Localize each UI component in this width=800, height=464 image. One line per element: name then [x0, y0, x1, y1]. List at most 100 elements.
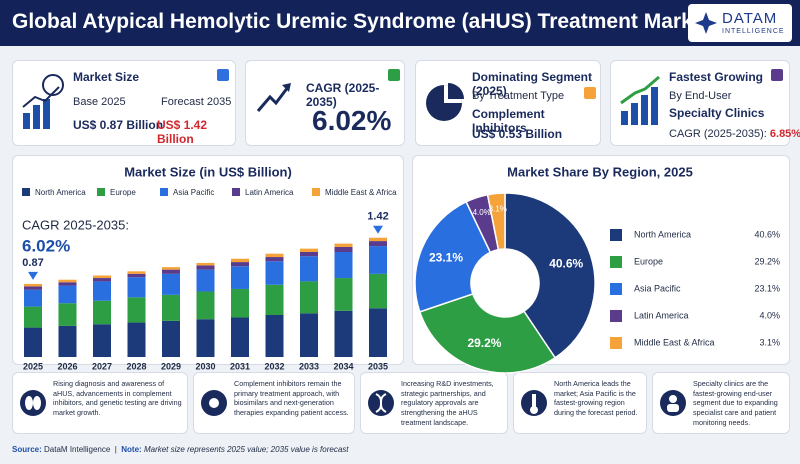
insight: North America leads the market; Asia Pac… [513, 372, 647, 434]
bar-segment [93, 324, 111, 357]
insight: Increasing R&D investments, strategic pa… [360, 372, 508, 434]
bar-segment [265, 261, 284, 285]
card-value: 6.85% [769, 128, 800, 140]
bar-segment [265, 284, 284, 315]
bar-segment [24, 286, 42, 290]
header-bar: Global Atypical Hemolytic Uremic Syndrom… [0, 0, 800, 46]
logo: DATAM INTELLIGENCE [688, 4, 792, 42]
bar-segment [334, 246, 353, 252]
legend-swatch [22, 188, 30, 196]
card-segment: Specialty Clinics [669, 106, 765, 120]
chart-title: Market Share By Region, 2025 [507, 164, 693, 179]
bar-segment [162, 267, 180, 270]
legend-swatch [160, 188, 168, 196]
bar-segment [24, 327, 42, 357]
footer-label: Note: [121, 445, 142, 454]
icon [620, 75, 660, 125]
page-title: Global Atypical Hemolytic Uremic Syndrom… [12, 10, 712, 33]
card-segment: Complement Inhibitors [472, 107, 545, 135]
insight-text: North America leads the market; Asia Pac… [554, 379, 638, 418]
card: CAGR (2025-2035) 6.02% [245, 60, 405, 146]
bar-segment [265, 257, 284, 262]
bar-segment [58, 279, 77, 283]
insight: Complement inhibitors remain the primary… [193, 372, 355, 434]
legend-label: North America [35, 188, 86, 197]
bar-segment [265, 253, 284, 258]
card-title: Fastest Growing [669, 70, 764, 84]
footer: Source: DataM Intelligence | Note: Marke… [12, 445, 349, 454]
legend-swatch [232, 188, 240, 196]
slice-label: 23.1% [429, 250, 463, 264]
bar-segment [127, 273, 146, 278]
bar-segment [300, 313, 318, 357]
bar-segment [369, 237, 387, 242]
legend-value: 3.1% [759, 337, 780, 347]
bar-segment [58, 285, 77, 304]
donut-slice [504, 192, 596, 359]
x-tick-label: 2029 [161, 361, 181, 371]
slice-label: 4.0% [473, 208, 491, 217]
bar-segment [369, 241, 387, 247]
bar-segment [265, 315, 284, 357]
card-subtitle: By End-User [669, 90, 732, 102]
card-title: Market Size [73, 70, 140, 84]
icon [256, 83, 291, 112]
legend-swatch [610, 337, 622, 349]
card-value: US$ 1.42 Billion [157, 118, 208, 146]
bar-segment [300, 252, 318, 257]
card-label: Base 2025 [73, 96, 126, 108]
card-label: CAGR (2025-2035): [669, 128, 767, 140]
legend-swatch [610, 310, 622, 322]
legend-value: 23.1% [754, 283, 780, 293]
bar-segment [127, 322, 146, 357]
legend-value: 4.0% [759, 310, 780, 320]
x-tick-label: 2034 [333, 361, 353, 371]
slice-label: 29.2% [467, 336, 501, 350]
cagr-value: 6.02% [22, 236, 70, 255]
bar-segment [196, 265, 215, 270]
x-tick-label: 2027 [92, 361, 112, 371]
bar-segment [58, 303, 77, 326]
legend-swatch [312, 188, 320, 196]
legend-label: Latin America [634, 310, 689, 320]
legend-swatch [610, 283, 622, 295]
legend-swatch [610, 256, 622, 268]
bar-segment [93, 281, 111, 301]
legend-label: Asia Pacific [634, 283, 681, 293]
logo-name: DATAM [722, 10, 778, 27]
bar-segment [196, 291, 215, 320]
card-value: US$ 0.53 Billion [472, 127, 563, 141]
x-tick-label: 2025 [23, 361, 43, 371]
icon [22, 74, 64, 129]
card-marker [388, 69, 400, 81]
bar-segment [93, 300, 111, 325]
bar-segment [231, 266, 249, 289]
bar-segment [24, 283, 42, 287]
card-value: 6.02% [312, 105, 392, 136]
insight: Specialty clinics are the fastest-growin… [652, 372, 790, 434]
bar-segment [127, 271, 146, 274]
legend-value: 29.2% [754, 256, 780, 266]
card-marker [584, 87, 596, 99]
bar-segment [334, 310, 353, 357]
donut-slice [486, 192, 506, 251]
card-value: US$ 0.87 Billion [73, 118, 164, 132]
bar-segment [231, 288, 249, 318]
card-title: Dominating Segment (2025) [472, 70, 593, 98]
x-tick-label: 2026 [57, 361, 77, 371]
bar-segment [162, 294, 180, 321]
card: Market Size Base 2025 Forecast 2035 US$ … [12, 60, 236, 146]
x-tick-label: 2033 [299, 361, 319, 371]
icon [660, 390, 686, 416]
insight-text: Specialty clinics are the fastest-growin… [693, 379, 778, 427]
legend-label: Latin America [245, 188, 294, 197]
logo-icon [695, 12, 717, 34]
bar-segment [369, 273, 387, 309]
insight: Rising diagnosis and awareness of aHUS, … [12, 372, 188, 434]
bar-segment [93, 275, 111, 279]
bar-segment [162, 269, 180, 274]
x-tick-label: 2030 [195, 361, 215, 371]
bar-segment [127, 277, 146, 298]
